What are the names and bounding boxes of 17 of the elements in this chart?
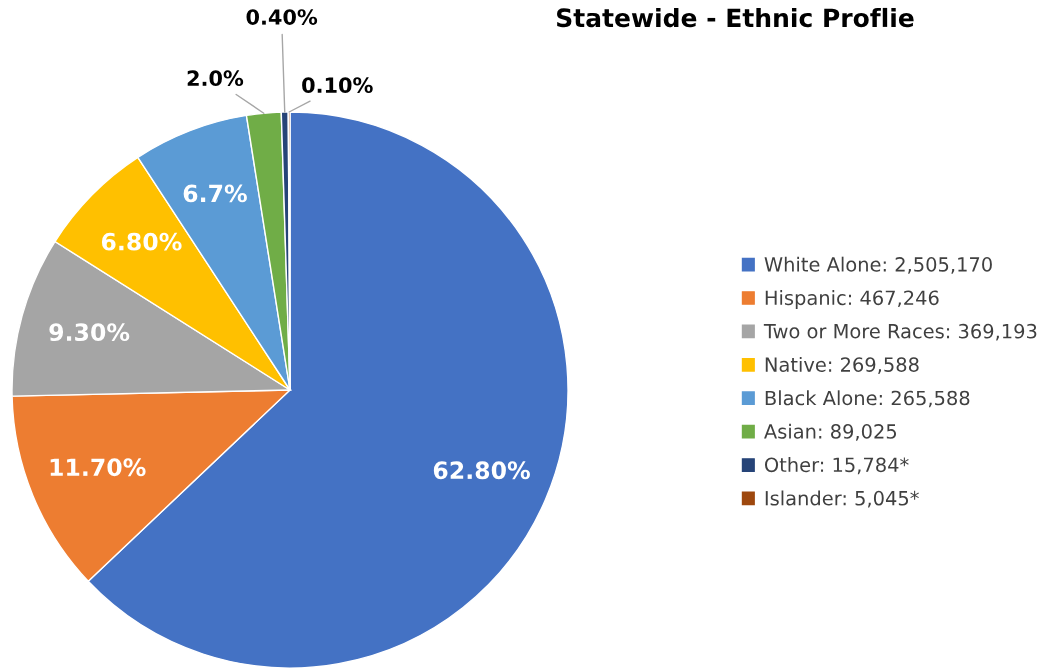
data-label: 62.80% xyxy=(433,461,530,480)
data-label: 2.0% xyxy=(187,70,244,87)
legend-label: Black Alone: 265,588 xyxy=(765,390,970,408)
data-label: 0.10% xyxy=(302,77,373,94)
legend-label: Native: 269,588 xyxy=(765,356,919,374)
legend-label: Islander: 5,045* xyxy=(765,490,919,508)
legend-label: White Alone: 2,505,170 xyxy=(764,256,992,274)
legend-label: Asian: 89,025 xyxy=(764,423,897,441)
chart-title: Statewide - Ethnic Proflie xyxy=(557,7,914,28)
legend-label: Other: 15,784* xyxy=(764,457,909,475)
data-label: 6.7% xyxy=(183,184,247,203)
legend-label: Two or More Races: 369,193 xyxy=(763,323,1037,341)
data-label: 0.40% xyxy=(246,9,318,25)
data-label: 6.80% xyxy=(101,232,182,251)
legend-label: Hispanic: 467,246 xyxy=(765,290,939,309)
data-label: 11.70% xyxy=(50,458,146,477)
data-label: 9.30% xyxy=(49,323,130,342)
